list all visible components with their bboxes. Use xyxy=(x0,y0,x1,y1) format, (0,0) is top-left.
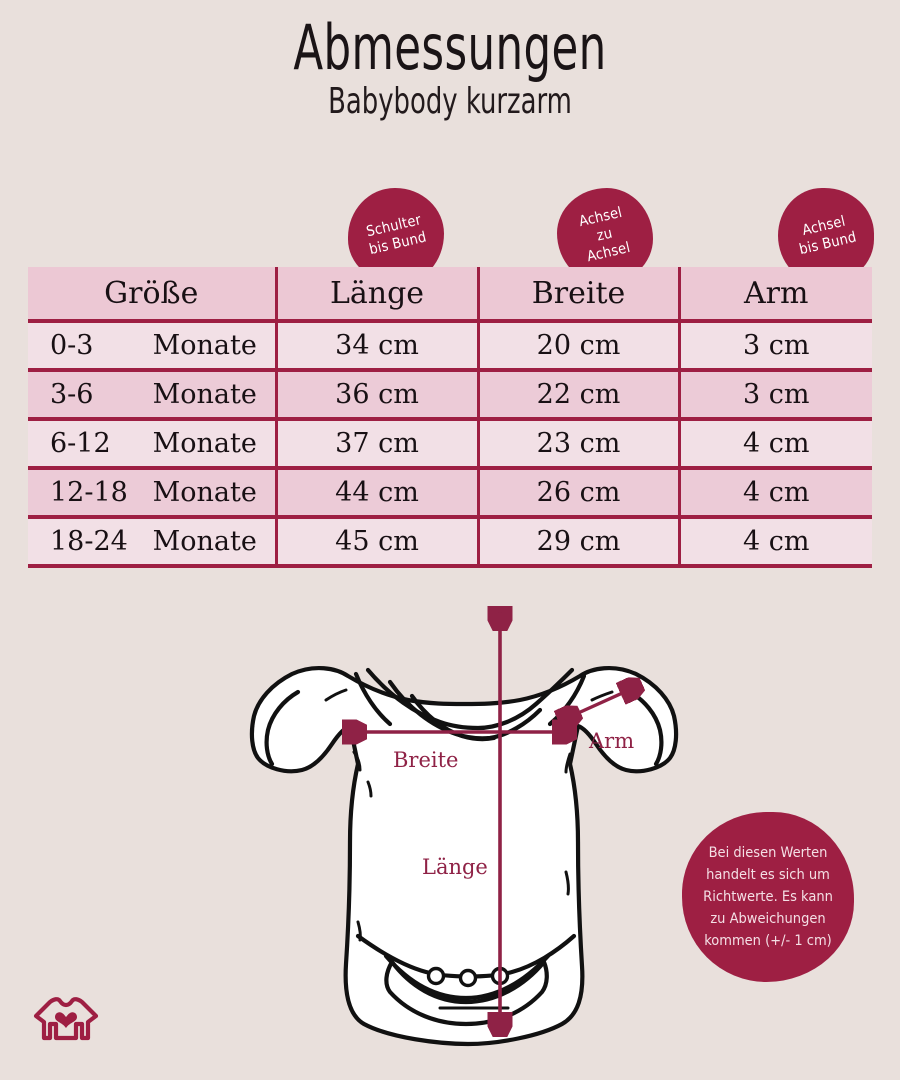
page-subtitle: Babybody kurzarm xyxy=(328,81,572,123)
cell-breite: 22 cm xyxy=(478,370,681,419)
badge-schulter-bis-bund-label: Schulter bis Bund xyxy=(364,212,428,259)
badge-achsel-bis-bund-label: Achsel bis Bund xyxy=(797,213,858,259)
table-row: 3-6 Monate 36 cm 22 cm 3 cm xyxy=(28,370,872,419)
table-row: 12-18 Monate 44 cm 26 cm 4 cm xyxy=(28,468,872,517)
column-header-breite: Breite xyxy=(478,267,681,323)
cell-laenge: 34 cm xyxy=(276,321,480,370)
cell-breite: 29 cm xyxy=(478,517,681,566)
label-breite: Breite xyxy=(393,748,459,772)
shirt-with-heart-icon xyxy=(33,997,99,1041)
cell-laenge: 37 cm xyxy=(276,419,480,468)
cell-age-unit: Monate xyxy=(152,428,257,459)
column-header-groesse: Größe xyxy=(28,267,278,323)
cell-age-unit: Monate xyxy=(152,477,257,508)
garment-diagram xyxy=(240,604,690,1064)
cell-age-unit: Monate xyxy=(152,330,257,361)
cell-breite: 26 cm xyxy=(478,468,681,517)
cell-arm: 4 cm xyxy=(679,468,872,517)
bodysuit-outline-icon xyxy=(249,666,679,1047)
cell-arm: 3 cm xyxy=(679,321,872,370)
column-header-laenge: Länge xyxy=(276,267,480,323)
table-row: 0-3 Monate 34 cm 20 cm 3 cm xyxy=(28,321,872,370)
cell-groesse: 3-6 Monate xyxy=(28,370,278,419)
header-block: Abmessungen Babybody kurzarm xyxy=(0,16,900,121)
cell-age-range: 6-12 xyxy=(50,428,111,459)
cell-laenge: 45 cm xyxy=(276,517,480,566)
brand-logo xyxy=(30,990,102,1046)
cell-laenge: 44 cm xyxy=(276,468,480,517)
cell-groesse: 18-24 Monate xyxy=(28,517,278,566)
badge-achsel-zu-achsel-label: Achsel zu Achsel xyxy=(577,204,632,266)
cell-age-unit: Monate xyxy=(152,379,257,410)
label-arm: Arm xyxy=(589,729,635,753)
cell-arm: 3 cm xyxy=(679,370,872,419)
size-table: Größe Länge Breite Arm 0-3 Monate 34 cm … xyxy=(28,267,872,568)
cell-groesse: 6-12 Monate xyxy=(28,419,278,468)
cell-age-range: 0-3 xyxy=(50,330,94,361)
badge-disclaimer-label: Bei diesen Werten handelt es sich um Ric… xyxy=(703,844,833,950)
cell-age-range: 18-24 xyxy=(50,526,128,557)
cell-groesse: 12-18 Monate xyxy=(28,468,278,517)
cell-age-range: 3-6 xyxy=(50,379,94,410)
table-row: 18-24 Monate 45 cm 29 cm 4 cm xyxy=(28,517,872,566)
table-header-row: Größe Länge Breite Arm xyxy=(28,267,872,323)
cell-breite: 20 cm xyxy=(478,321,681,370)
cell-breite: 23 cm xyxy=(478,419,681,468)
cell-age-unit: Monate xyxy=(152,526,257,557)
cell-age-range: 12-18 xyxy=(50,477,128,508)
label-laenge: Länge xyxy=(422,855,488,879)
arrow-arm xyxy=(576,686,638,714)
cell-groesse: 0-3 Monate xyxy=(28,321,278,370)
table-row: 6-12 Monate 37 cm 23 cm 4 cm xyxy=(28,419,872,468)
cell-arm: 4 cm xyxy=(679,419,872,468)
cell-laenge: 36 cm xyxy=(276,370,480,419)
measurement-arrows xyxy=(362,626,638,1032)
snap-buttons xyxy=(426,966,510,988)
column-header-arm: Arm xyxy=(679,267,872,323)
cell-arm: 4 cm xyxy=(679,517,872,566)
badge-disclaimer-note: Bei diesen Werten handelt es sich um Ric… xyxy=(682,812,854,982)
page-title: Abmessungen xyxy=(293,11,607,84)
